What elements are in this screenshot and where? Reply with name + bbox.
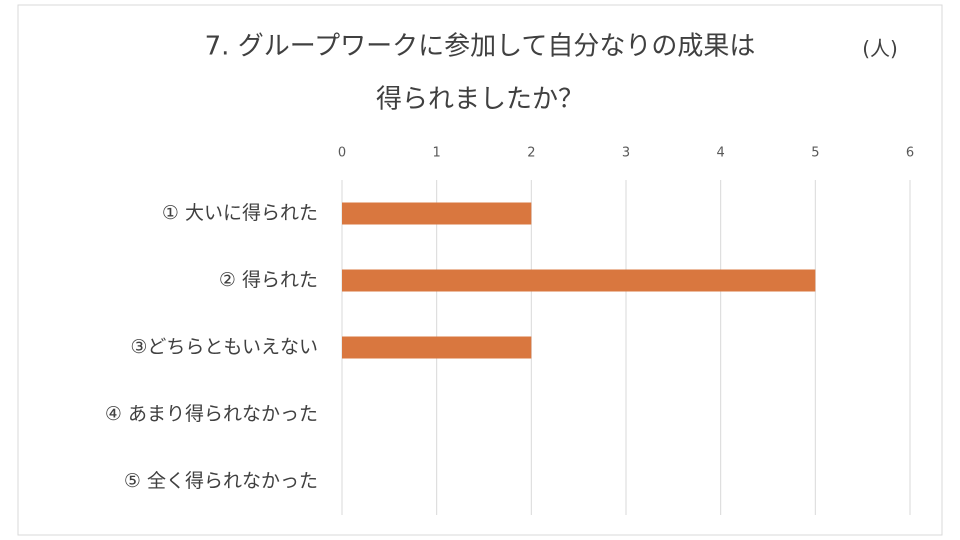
- x-tick-label: 2: [527, 146, 535, 161]
- x-tick-label: 4: [717, 146, 725, 161]
- x-tick-label: 0: [338, 146, 346, 161]
- y-tick-label: ④ あまり得られなかった: [105, 403, 318, 425]
- y-tick-label: ② 得られた: [219, 269, 318, 291]
- chart-title: 7. グループワークに参加して自分なりの成果は: [205, 32, 756, 62]
- y-tick-label: ① 大いに得られた: [162, 202, 318, 224]
- bar: [342, 202, 532, 225]
- unit-label: (人): [862, 37, 898, 61]
- x-tick-label: 6: [906, 146, 914, 161]
- chart-title: 得られましたか？: [376, 85, 584, 115]
- x-tick-label: 3: [622, 146, 630, 161]
- y-tick-label: ⑤ 全く得られなかった: [124, 470, 318, 492]
- y-tick-label: ③どちらともいえない: [130, 336, 318, 358]
- x-tick-label: 1: [433, 146, 441, 161]
- x-tick-label: 5: [811, 146, 819, 161]
- bar: [342, 269, 816, 292]
- bar: [342, 336, 532, 359]
